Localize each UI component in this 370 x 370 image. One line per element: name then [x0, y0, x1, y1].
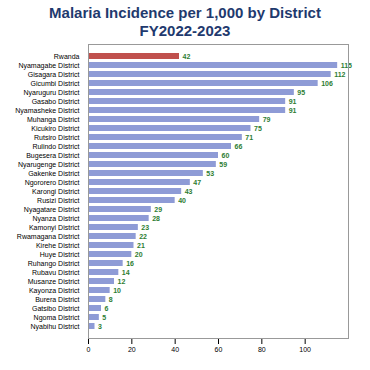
svg-text:29: 29 — [154, 206, 162, 213]
svg-text:Huye District: Huye District — [40, 251, 80, 259]
svg-text:Gasabo District: Gasabo District — [32, 98, 80, 105]
svg-text:47: 47 — [193, 179, 201, 186]
svg-text:Nyarugenge District: Nyarugenge District — [18, 161, 80, 169]
svg-text:Bugesera District: Bugesera District — [26, 152, 79, 160]
html-text:Malaria Incidence per 1,000 by: Malaria Incidence per 1,000 by District — [49, 4, 321, 21]
svg-text:Burera District: Burera District — [35, 296, 79, 303]
svg-text:Kamonyi District: Kamonyi District — [29, 224, 80, 232]
svg-text:79: 79 — [263, 116, 271, 123]
svg-text:100: 100 — [299, 346, 311, 353]
svg-text:Nyamagabe District: Nyamagabe District — [18, 62, 79, 70]
svg-text:20: 20 — [128, 346, 136, 353]
svg-text:Rutsiro District: Rutsiro District — [34, 134, 80, 141]
svg-text:91: 91 — [289, 98, 297, 105]
svg-text:Gatsibo District: Gatsibo District — [32, 305, 80, 312]
svg-text:106: 106 — [321, 80, 333, 87]
svg-text:60: 60 — [215, 346, 223, 353]
svg-text:71: 71 — [245, 134, 253, 141]
svg-text:Gisagara District: Gisagara District — [28, 71, 80, 79]
svg-text:8: 8 — [109, 296, 113, 303]
svg-text:16: 16 — [126, 260, 134, 267]
svg-text:80: 80 — [258, 346, 266, 353]
svg-text:Rulindo District: Rulindo District — [32, 143, 79, 150]
svg-text:Muhanga District: Muhanga District — [27, 116, 80, 124]
svg-text:Rwanda: Rwanda — [54, 53, 80, 60]
svg-text:53: 53 — [206, 170, 214, 177]
svg-text:Rwamagana District: Rwamagana District — [17, 233, 80, 241]
svg-text:Musanze District: Musanze District — [28, 278, 80, 285]
svg-text:Nyanza District: Nyanza District — [32, 215, 79, 223]
svg-text:Kirehe District: Kirehe District — [36, 242, 80, 249]
svg-text:Nyagatare District: Nyagatare District — [24, 206, 80, 214]
svg-text:10: 10 — [113, 287, 121, 294]
svg-text:20: 20 — [135, 251, 143, 258]
svg-text:75: 75 — [254, 125, 262, 132]
svg-text:Nyaruguru District: Nyaruguru District — [23, 89, 79, 97]
svg-text:40: 40 — [178, 197, 186, 204]
svg-text:6: 6 — [105, 305, 109, 312]
svg-text:Kicukiro District: Kicukiro District — [31, 125, 79, 132]
svg-text:Gicumbi District: Gicumbi District — [30, 80, 79, 87]
svg-text:Rusizi District: Rusizi District — [37, 197, 79, 204]
svg-text:42: 42 — [183, 53, 191, 60]
svg-text:60: 60 — [222, 152, 230, 159]
svg-text:91: 91 — [289, 107, 297, 114]
svg-text:Nyamasheke District: Nyamasheke District — [15, 107, 79, 115]
svg-text:23: 23 — [141, 224, 149, 231]
svg-text:40: 40 — [171, 346, 179, 353]
svg-text:Karongi District: Karongi District — [32, 188, 80, 196]
svg-text:Ngororero District: Ngororero District — [25, 179, 80, 187]
svg-text:Kayonza District: Kayonza District — [29, 287, 80, 295]
svg-text:0: 0 — [87, 346, 91, 353]
svg-text:14: 14 — [122, 269, 130, 276]
svg-text:95: 95 — [297, 89, 305, 96]
svg-text:28: 28 — [152, 215, 160, 222]
html-text:FY2022-2023: FY2022-2023 — [139, 22, 231, 39]
svg-text:Rubavu District: Rubavu District — [32, 269, 80, 276]
svg-text:21: 21 — [137, 242, 145, 249]
svg-text:43: 43 — [185, 188, 193, 195]
svg-text:112: 112 — [334, 71, 345, 78]
svg-text:3: 3 — [98, 323, 102, 330]
svg-text:115: 115 — [341, 62, 352, 69]
svg-text:59: 59 — [219, 161, 227, 168]
svg-text:Gakenke District: Gakenke District — [28, 170, 79, 177]
svg-text:5: 5 — [102, 314, 106, 321]
svg-text:66: 66 — [235, 143, 243, 150]
svg-text:22: 22 — [139, 233, 147, 240]
svg-text:12: 12 — [118, 278, 126, 285]
svg-text:Ngoma District: Ngoma District — [34, 314, 80, 322]
svg-text:Ruhango District: Ruhango District — [28, 260, 80, 268]
svg-text:Nyabihu District: Nyabihu District — [30, 323, 79, 331]
